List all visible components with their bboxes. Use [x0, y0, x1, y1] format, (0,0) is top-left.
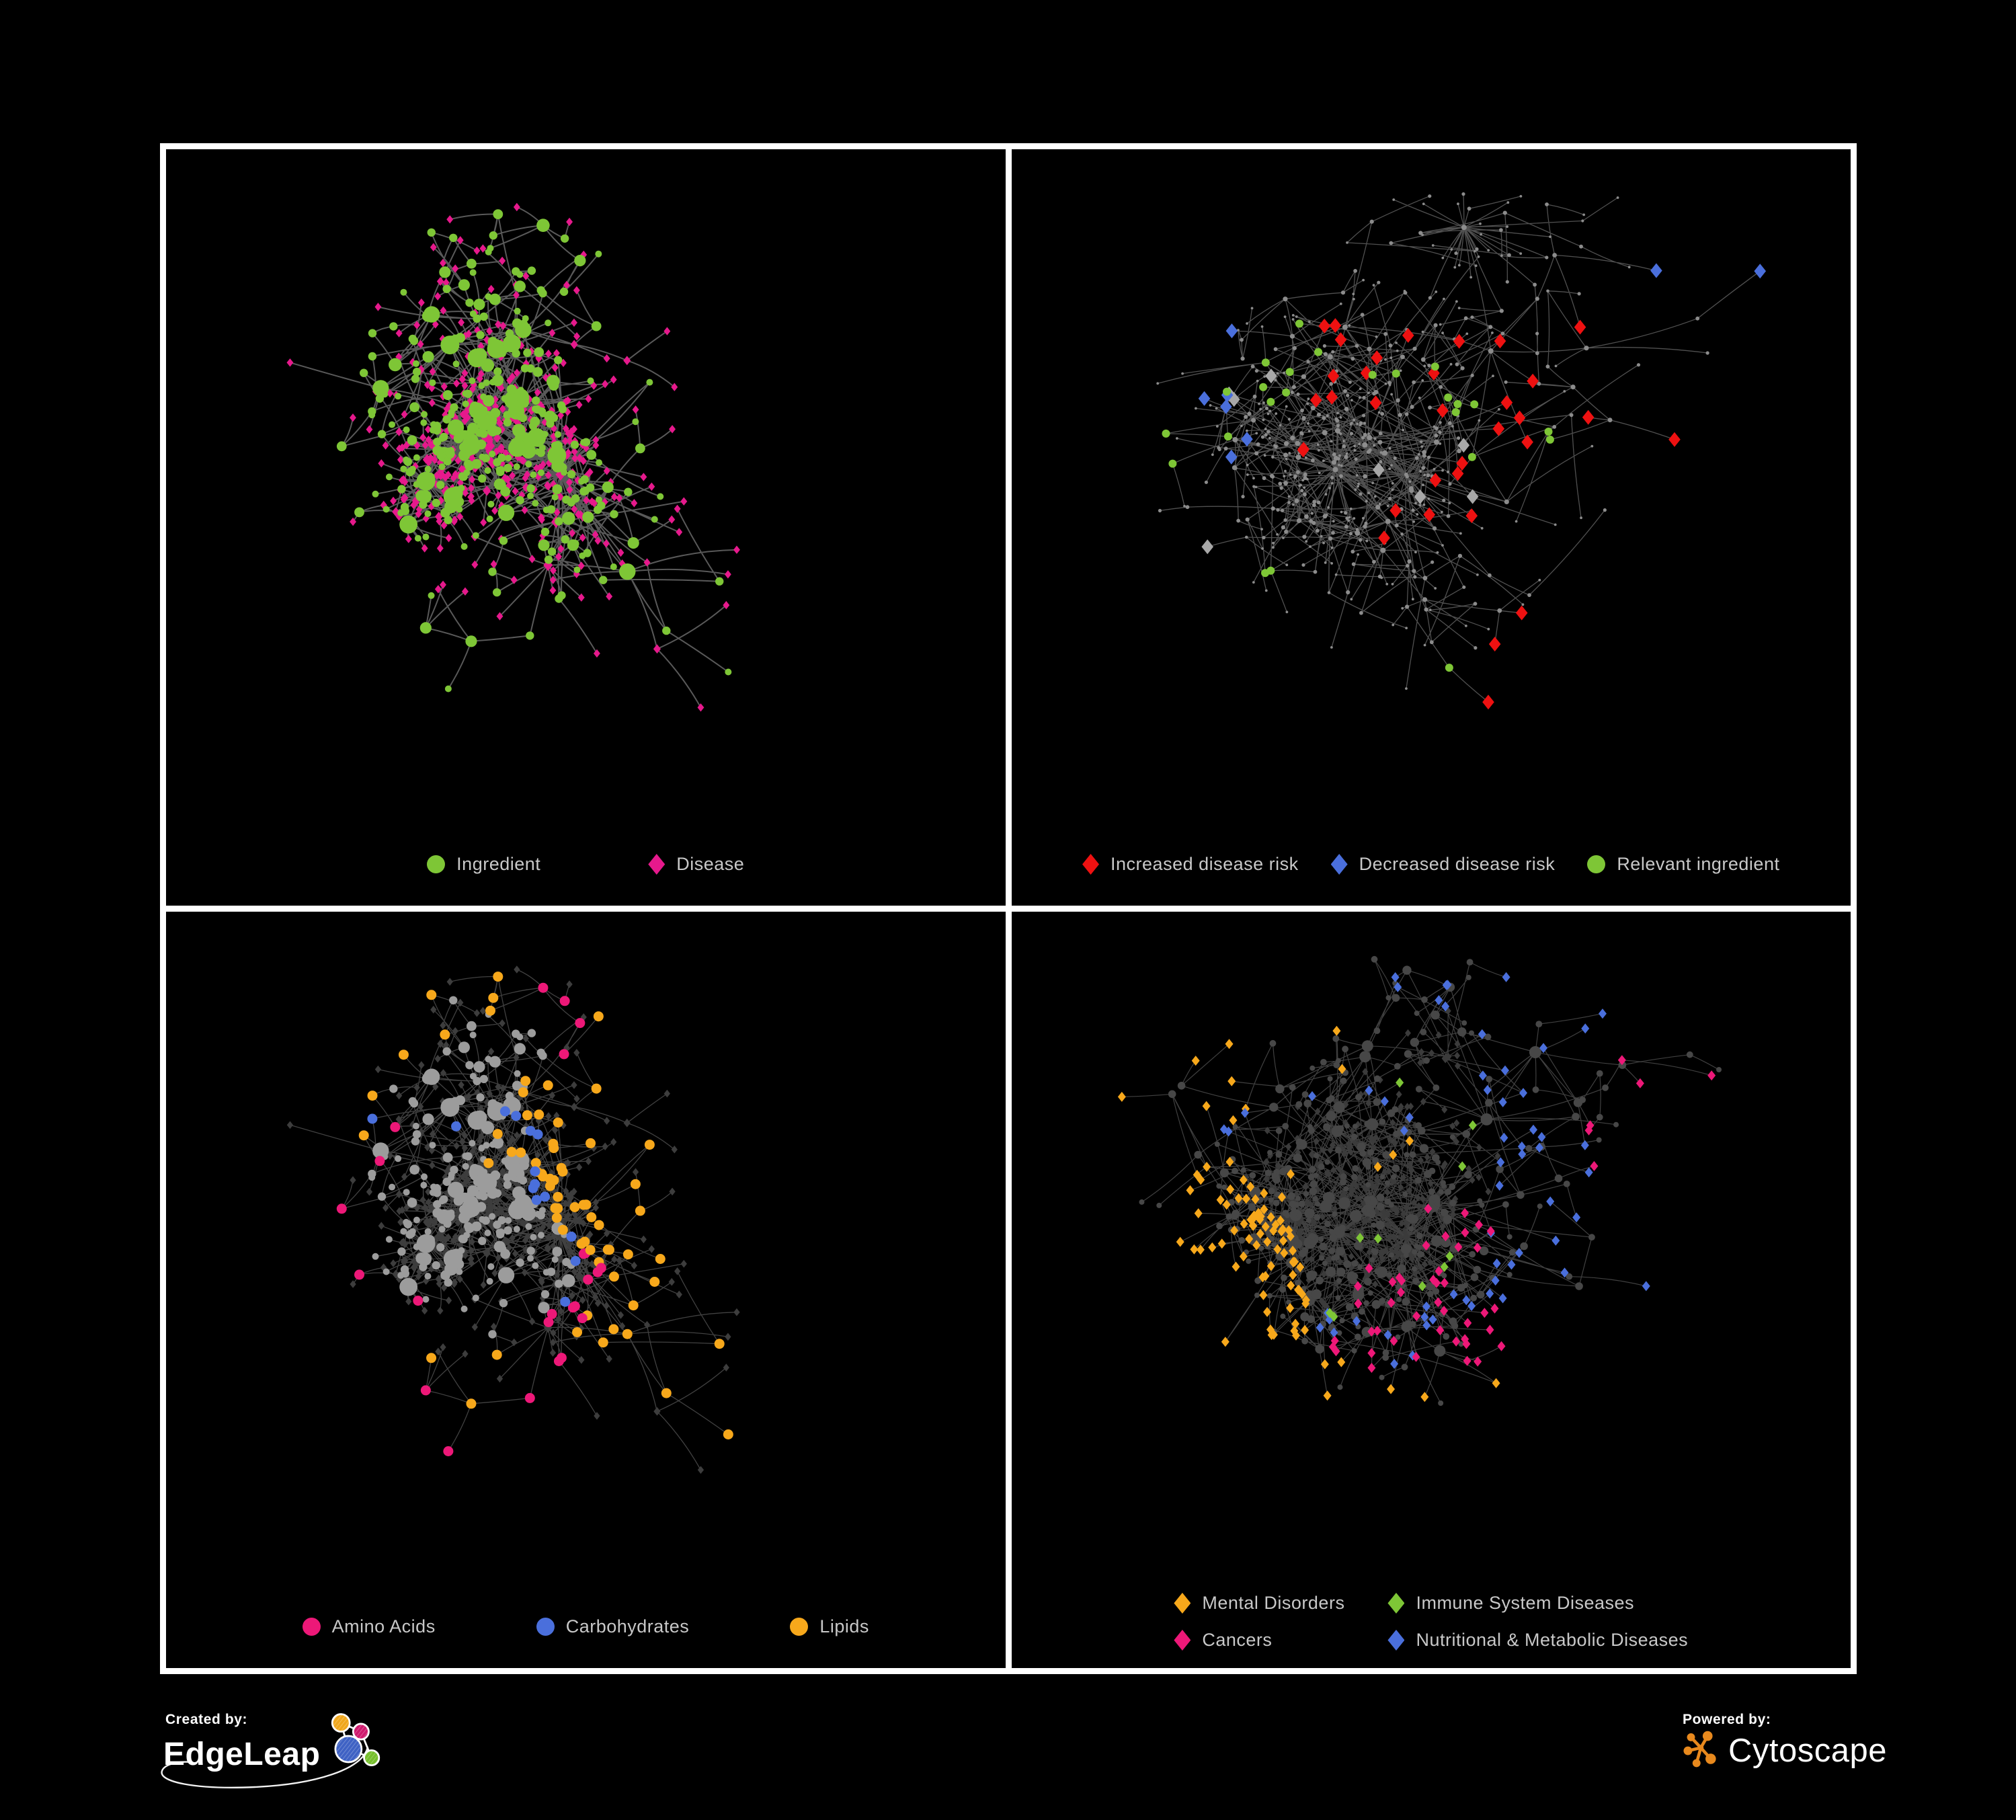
legend-label: Ingredient: [456, 854, 541, 874]
legend-item-increased-disease-risk: Increased disease risk: [1082, 854, 1299, 875]
cytoscape-logo-icon: [1683, 1731, 1716, 1768]
legend-item-decreased-disease-risk: Decreased disease risk: [1330, 854, 1556, 875]
legend-label: Decreased disease risk: [1359, 854, 1556, 874]
legend-label: Increased disease risk: [1111, 854, 1299, 874]
legend-disease-classes: Mental Disorders Immune System Diseases Ca…: [1012, 1593, 1851, 1651]
circle-marker-icon: [536, 1618, 555, 1636]
panel-nutrient-classes: Amino Acids Carbohydrates Lipids: [166, 912, 1006, 1668]
circle-marker-icon: [302, 1618, 321, 1636]
legend-label: Mental Disorders: [1202, 1593, 1345, 1613]
powered-by-label: Powered by:: [1683, 1712, 1771, 1727]
legend-item-relevant-ingredient: Relevant ingredient: [1587, 854, 1779, 875]
diamond-marker-icon: [1387, 1630, 1405, 1651]
legend-item-lipids: Lipids: [790, 1616, 869, 1637]
network-canvas-ingredient-disease: [286, 202, 740, 712]
legend-item-carbohydrates: Carbohydrates: [536, 1616, 690, 1637]
legend-label: Nutritional & Metabolic Diseases: [1416, 1630, 1689, 1650]
legend-item-ingredient: Ingredient: [427, 854, 540, 875]
created-by-label: Created by:: [165, 1712, 248, 1727]
legend-label: Amino Acids: [331, 1616, 436, 1636]
legend-item-nutritional-metabolic-diseases: Nutritional & Metabolic Diseases: [1387, 1630, 1688, 1651]
legend-label: Carbohydrates: [565, 1616, 690, 1636]
diamond-marker-icon: [1174, 1593, 1191, 1614]
legend-item-mental-disorders: Mental Disorders: [1174, 1593, 1344, 1614]
legend-item-immune-system-diseases: Immune System Diseases: [1387, 1593, 1634, 1614]
legend-label: Cancers: [1202, 1630, 1273, 1650]
legend-label: Relevant ingredient: [1617, 854, 1780, 874]
diamond-marker-icon: [1174, 1630, 1191, 1651]
legend-nutrient-classes: Amino Acids Carbohydrates Lipids: [166, 1616, 1006, 1637]
panel-grid: Ingredient Disease Increased disease risk…: [160, 143, 1857, 1674]
powered-by-branding: Powered by: Cytoscape: [1683, 1712, 1887, 1774]
panel-disease-classes: Mental Disorders Immune System Diseases Ca…: [1011, 912, 1851, 1668]
circle-marker-icon: [1587, 855, 1606, 873]
diamond-marker-icon: [1330, 854, 1348, 875]
network-canvas-disease-classes: [1117, 955, 1722, 1406]
panel-disease-risk: Increased disease risk Decreased disease …: [1011, 149, 1851, 906]
legend-item-disease: Disease: [648, 854, 744, 875]
diamond-marker-icon: [1082, 854, 1100, 875]
legend-label: Disease: [676, 854, 745, 874]
circle-marker-icon: [427, 855, 446, 873]
edgeleap-logo-icon: [331, 1713, 380, 1766]
diamond-marker-icon: [1387, 1593, 1405, 1614]
network-canvas-disease-risk: [1156, 192, 1766, 710]
legend-label: Immune System Diseases: [1416, 1593, 1635, 1613]
cytoscape-wordmark: Cytoscape: [1728, 1733, 1888, 1769]
network-canvas-nutrient-classes: [286, 965, 740, 1474]
legend-item-cancers: Cancers: [1174, 1630, 1272, 1651]
circle-marker-icon: [790, 1618, 809, 1636]
legend-ingredient-disease: Ingredient Disease: [166, 854, 1006, 875]
panel-ingredient-disease: Ingredient Disease: [166, 149, 1006, 906]
edgeleap-wordmark: EdgeLeap: [163, 1736, 321, 1772]
created-by-branding: Created by: EdgeLeap: [161, 1712, 392, 1788]
diamond-marker-icon: [648, 854, 666, 875]
legend-disease-risk: Increased disease risk Decreased disease …: [1012, 854, 1851, 875]
legend-item-amino-acids: Amino Acids: [302, 1616, 436, 1637]
legend-label: Lipids: [819, 1616, 869, 1636]
